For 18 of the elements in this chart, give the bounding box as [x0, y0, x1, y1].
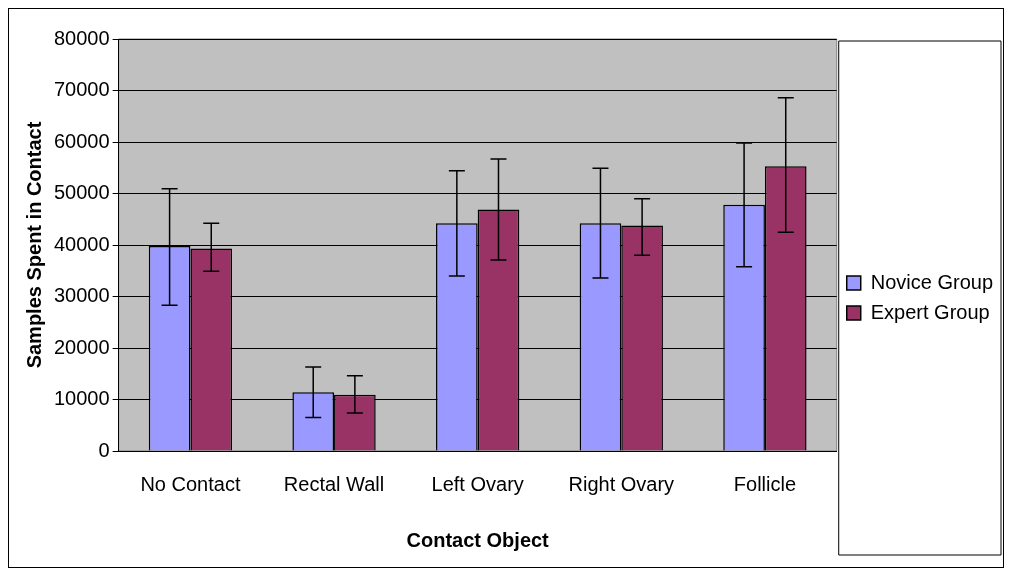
y-tick-label: 20000 — [53, 335, 110, 358]
y-tick-label: 50000 — [53, 181, 110, 204]
x-tick-label: Right Ovary — [568, 472, 675, 495]
x-axis-title: Contact Object — [406, 528, 550, 551]
y-tick-label: 40000 — [53, 232, 110, 255]
legend-label: Novice Group — [870, 270, 994, 293]
x-tick-label: No Contact — [140, 472, 241, 495]
y-tick-label: 60000 — [53, 129, 110, 152]
x-tick-label: Follicle — [733, 472, 797, 495]
y-axis-title: Samples Spent in Contact — [22, 121, 45, 369]
y-tick-label: 70000 — [53, 78, 110, 101]
y-tick-label: 80000 — [53, 26, 110, 49]
x-tick-label: Rectal Wall — [283, 472, 385, 495]
y-tick-label: 0 — [98, 438, 110, 461]
y-tick-label: 10000 — [53, 387, 110, 410]
x-tick-label: Left Ovary — [431, 472, 524, 495]
legend-label: Expert Group — [870, 300, 990, 323]
y-tick-label: 30000 — [53, 284, 110, 307]
